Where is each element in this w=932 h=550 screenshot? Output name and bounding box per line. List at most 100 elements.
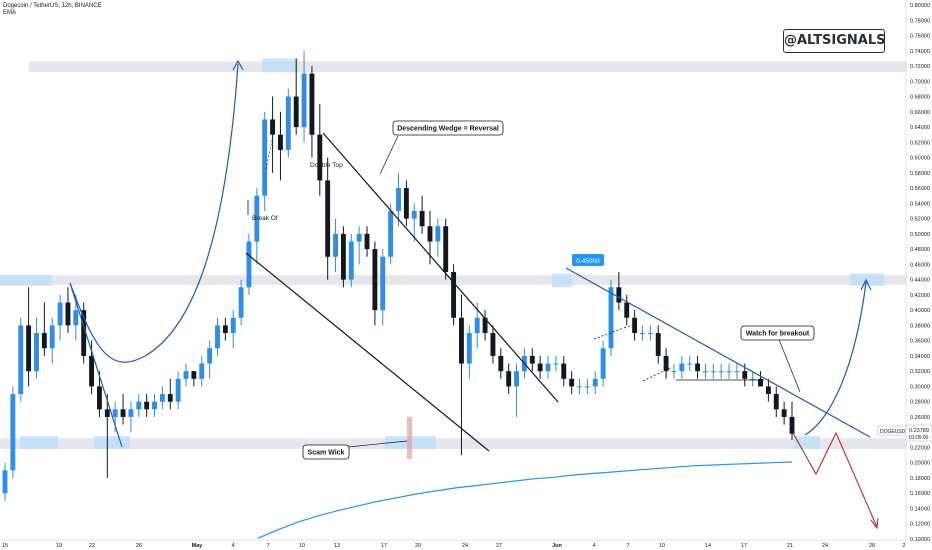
time-tick-label: May (192, 543, 204, 549)
price-tick-label: 0.20000 (910, 461, 930, 467)
price-tick-label: 0.46000 (910, 262, 930, 268)
double-top-label: Double Top (310, 162, 343, 169)
candle-body (183, 371, 189, 379)
candle-body (262, 119, 268, 196)
candle-body (640, 333, 645, 335)
resistance-zone-top (29, 61, 907, 73)
symbol-tag-label: DOGEUSDT (880, 429, 908, 435)
candle-body (718, 371, 724, 373)
candle-body (278, 134, 283, 150)
trendline-april (69, 282, 123, 448)
candle-body (679, 363, 685, 372)
price-tick-label: 0.48000 (910, 247, 930, 253)
candle-body (553, 363, 559, 365)
candle-body (443, 226, 449, 272)
candle-body (781, 409, 787, 417)
candle-body (435, 226, 441, 242)
price-tick-label: 0.42000 (910, 293, 930, 299)
candle-body (396, 188, 401, 211)
wedge-callout-box (392, 120, 504, 136)
breakout-callout-pointer (777, 336, 801, 393)
time-tick-label: 19 (56, 543, 62, 549)
candle-body (2, 470, 8, 494)
time-tick-label: 15 (2, 543, 8, 549)
candle-body (569, 378, 575, 387)
candle-body (765, 386, 771, 395)
candle-body (592, 378, 598, 387)
candle-body (65, 302, 71, 326)
price-tick-label: 0.60000 (910, 156, 930, 162)
candle-body (459, 317, 464, 364)
time-tick-label: 2 (902, 543, 905, 549)
candle-body (474, 317, 480, 334)
price-tick-label: 0.50000 (910, 232, 930, 238)
price-tick-label: 0.18000 (910, 476, 930, 482)
candle-body (608, 287, 614, 349)
candle-body (120, 409, 126, 417)
price-tick-label: 0.80000 (910, 3, 930, 9)
candle-body (128, 409, 134, 417)
break-of-label: Break Of (252, 215, 278, 222)
candle-body (364, 233, 370, 250)
breakout-callout-label: Watch for breakout (746, 331, 810, 338)
candle-body (175, 378, 181, 402)
candle-body (191, 371, 197, 379)
high-marker-box (572, 254, 604, 266)
time-tick-label: 20 (415, 543, 421, 549)
highlight-box-1 (850, 273, 884, 286)
breakout-callout-box (740, 325, 815, 341)
price-tick-label: 0.76000 (910, 34, 930, 40)
candle-body (26, 325, 32, 372)
candle-body (758, 378, 763, 387)
candle-body (10, 394, 16, 471)
cup-arrow-head (232, 59, 244, 71)
price-tick-label: 0.62000 (910, 140, 930, 146)
countdown-label: 01:05:00 (909, 435, 929, 441)
flag-dashed-line-2 (642, 366, 673, 382)
price-tick-label: 0.58000 (910, 171, 930, 177)
candle-body (561, 363, 567, 379)
candle-body (616, 287, 622, 303)
candle-body (466, 333, 472, 364)
highlight-box-0 (0, 275, 52, 286)
candle-body (144, 401, 150, 410)
time-tick-label: 17 (741, 543, 747, 549)
candle-body (309, 73, 315, 135)
scam-wick-callout-pointer (347, 440, 408, 448)
time-tick-label: 24 (462, 543, 468, 549)
candle-body (451, 272, 457, 318)
candle-body (773, 394, 779, 410)
candle-body (537, 363, 543, 372)
candle-body (372, 249, 378, 311)
candle-body (482, 317, 488, 334)
breakout-curve (804, 281, 867, 436)
double-top-dash (265, 139, 273, 170)
time-tick-label: 22 (89, 543, 95, 549)
time-tick-label: 27 (496, 543, 502, 549)
price-tick-label: 0.78000 (910, 18, 930, 24)
price-tick-label: 0.22000 (910, 445, 930, 451)
candle-body (789, 416, 795, 434)
candle-body (199, 363, 205, 379)
brand-watermark: @ALTSIGNALS (783, 29, 886, 53)
candle-body (600, 348, 606, 379)
price-tick-label: 0.74000 (910, 49, 930, 55)
candle-body (734, 371, 740, 373)
candle-body (427, 226, 433, 242)
candle-body (325, 180, 331, 257)
price-tick-label: 0.72000 (910, 64, 930, 70)
candle-body (340, 233, 346, 280)
scam-wick-highlight (407, 416, 412, 459)
candle-body (632, 317, 638, 334)
last-price-box (905, 424, 932, 442)
time-tick-label: 26 (136, 543, 142, 549)
candle-body (545, 363, 551, 372)
candle-body (49, 325, 55, 349)
candle-body (655, 333, 661, 356)
descending-trendline (565, 267, 871, 438)
time-tick-label: 10 (659, 543, 665, 549)
price-tick-label: 0.44000 (910, 278, 930, 284)
high-marker-label: 0.45000 (576, 258, 600, 265)
